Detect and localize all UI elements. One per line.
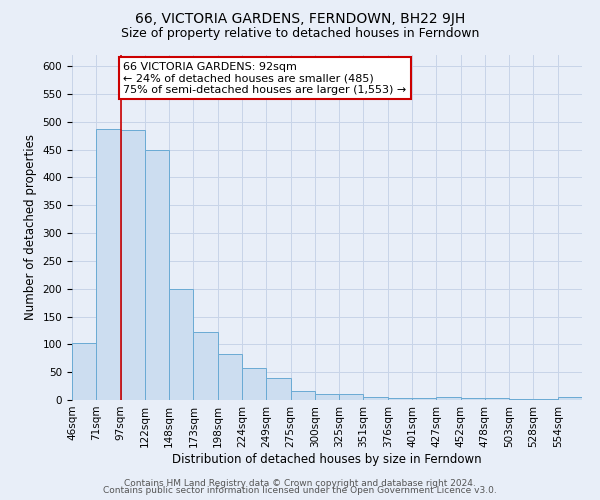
Bar [388, 398, 412, 400]
Bar [72, 342, 96, 400]
Bar [96, 129, 121, 400]
Bar [290, 391, 315, 400]
Bar [315, 394, 339, 400]
Text: Contains public sector information licensed under the Open Government Licence v3: Contains public sector information licen… [103, 486, 497, 495]
Bar [242, 368, 266, 400]
Y-axis label: Number of detached properties: Number of detached properties [24, 134, 37, 320]
Text: 66, VICTORIA GARDENS, FERNDOWN, BH22 9JH: 66, VICTORIA GARDENS, FERNDOWN, BH22 9JH [135, 12, 465, 26]
Bar [339, 394, 364, 400]
Text: Size of property relative to detached houses in Ferndown: Size of property relative to detached ho… [121, 28, 479, 40]
Text: Contains HM Land Registry data © Crown copyright and database right 2024.: Contains HM Land Registry data © Crown c… [124, 478, 476, 488]
Text: 66 VICTORIA GARDENS: 92sqm
← 24% of detached houses are smaller (485)
75% of sem: 66 VICTORIA GARDENS: 92sqm ← 24% of deta… [123, 62, 406, 95]
Bar [461, 398, 485, 400]
Bar [436, 397, 461, 400]
Bar [218, 354, 242, 400]
Bar [558, 397, 582, 400]
Bar [364, 397, 388, 400]
Bar [121, 130, 145, 400]
Bar [266, 378, 290, 400]
Bar [169, 288, 193, 400]
Bar [145, 150, 169, 400]
Bar [193, 332, 218, 400]
Bar [412, 398, 436, 400]
Bar [509, 399, 533, 400]
X-axis label: Distribution of detached houses by size in Ferndown: Distribution of detached houses by size … [172, 452, 482, 466]
Bar [533, 399, 558, 400]
Bar [485, 398, 509, 400]
